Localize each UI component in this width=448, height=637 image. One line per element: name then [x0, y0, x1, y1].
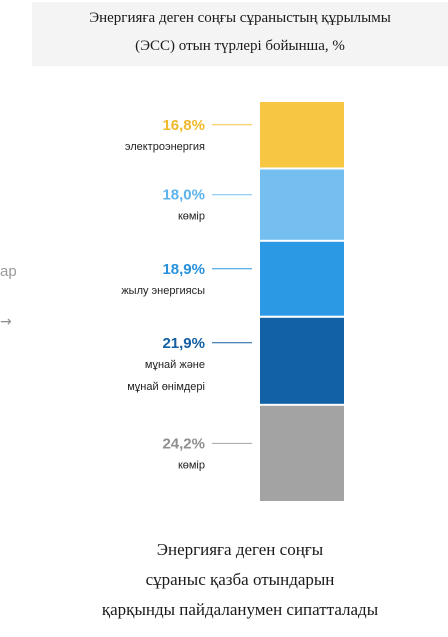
- segment-percent-label: 21,9%: [162, 335, 205, 352]
- chart-title-line-2: (ЭСС) отын түрлері бойынша, %: [135, 38, 345, 54]
- bar-segment-5: [260, 405, 344, 501]
- arrow-right-icon: →: [0, 314, 12, 330]
- chart-title-line-1: Энергияға деген соңғы сұраныстың құрылым…: [89, 10, 391, 26]
- segment-percent-label: 24,2%: [162, 435, 205, 452]
- caption-line-2: сұраныс қазба отындарын: [145, 570, 335, 589]
- bar-segment-2: [260, 169, 344, 240]
- segment-category-label: көмір: [178, 211, 205, 223]
- caption-line-1: Энергияға деген соңғы: [156, 540, 324, 559]
- caption-line-3: қарқынды пайдаланумен сипатталады: [101, 600, 379, 619]
- bar-segment-1: [260, 102, 344, 168]
- segment-category-label: жылу энергиясы: [121, 285, 205, 297]
- segment-category-label: көмір: [178, 459, 205, 471]
- segment-percent-label: 18,0%: [162, 187, 205, 204]
- segment-category-label: мұнай өнімдері: [127, 381, 205, 393]
- segment-percent-label: 18,9%: [162, 261, 205, 278]
- segment-category-label: электроэнергия: [125, 141, 205, 153]
- bar-segment-3: [260, 241, 344, 316]
- bar-segment-4: [260, 317, 344, 404]
- chart-title-box: [32, 2, 448, 66]
- segment-percent-label: 16,8%: [162, 117, 205, 134]
- segment-category-label: мұнай және: [145, 359, 205, 371]
- cropped-side-text: ар: [0, 263, 17, 280]
